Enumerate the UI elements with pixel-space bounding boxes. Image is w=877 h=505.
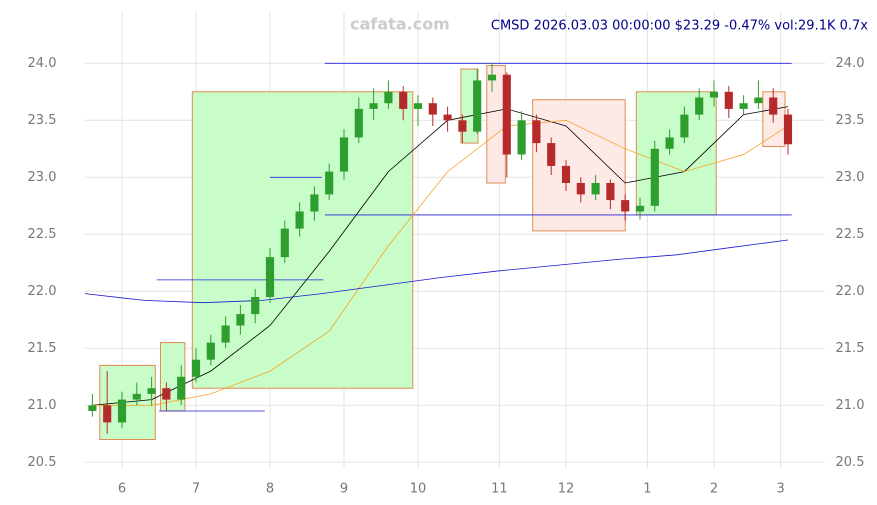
candle-body — [339, 137, 349, 172]
y-tick-label: 23.5 — [28, 113, 57, 128]
candle-body — [221, 325, 230, 343]
x-tick-label: 12 — [558, 482, 575, 497]
candle-body — [650, 148, 659, 206]
y-tick-label-right: 22.5 — [836, 227, 865, 242]
x-tick-label: 11 — [491, 482, 508, 497]
y-tick-label-right: 23.0 — [836, 170, 865, 185]
candle-body — [473, 80, 482, 132]
candle-body — [310, 194, 319, 212]
y-tick-label: 20.5 — [28, 455, 57, 470]
y-tick-label-right: 22.0 — [836, 284, 865, 299]
x-tick-label: 7 — [192, 482, 200, 497]
candle-body — [591, 183, 600, 195]
candle-body — [443, 114, 452, 121]
candle-body — [236, 314, 245, 326]
candle-body — [517, 120, 526, 155]
watermark: cafata.com — [350, 15, 450, 34]
x-tick-label: 10 — [410, 482, 427, 497]
candle-body — [117, 399, 127, 423]
candle-body — [532, 120, 541, 144]
candle-body — [547, 143, 556, 166]
candle-body — [162, 388, 171, 400]
candle-body — [458, 120, 467, 132]
candle-body — [724, 91, 733, 109]
candle-body — [769, 97, 778, 115]
candle-body — [428, 103, 437, 115]
y-tick-label-right: 20.5 — [836, 455, 865, 470]
candle-body — [487, 74, 497, 81]
y-tick-label: 22.5 — [28, 227, 57, 242]
candle-body — [502, 74, 511, 155]
candle-body — [754, 97, 763, 104]
candle-body — [783, 114, 793, 145]
candle-body — [695, 97, 704, 115]
x-tick-label: 8 — [266, 482, 274, 497]
zone — [532, 99, 626, 232]
y-tick-label: 21.5 — [28, 341, 57, 356]
candle-body — [399, 91, 408, 109]
indicator-line — [84, 239, 789, 304]
candle-body — [621, 200, 630, 212]
candle-body — [561, 165, 571, 183]
candle-body — [665, 137, 674, 149]
candle-body — [280, 228, 289, 258]
candle-body — [354, 108, 363, 138]
candle-body — [191, 359, 201, 377]
chart-title: CMSD 2026.03.03 00:00:00 $23.29 -0.47% v… — [491, 19, 868, 34]
y-tick-label: 24.0 — [28, 56, 57, 71]
candle-body — [576, 183, 585, 195]
x-tick-label: 9 — [340, 482, 348, 497]
x-tick-label: 6 — [118, 482, 126, 497]
candle-body — [103, 405, 112, 423]
x-tick-label: 2 — [710, 482, 718, 497]
candle-body — [680, 114, 689, 138]
y-tick-label-right: 23.5 — [836, 113, 865, 128]
candle-body — [739, 103, 748, 109]
y-tick-label: 21.0 — [28, 398, 57, 413]
candle-body — [635, 205, 645, 212]
y-tick-label: 23.0 — [28, 170, 57, 185]
candle-body — [709, 91, 719, 98]
candle-body — [265, 257, 275, 297]
candle-body — [88, 405, 97, 411]
x-tick-label: 3 — [776, 482, 784, 497]
y-tick-label: 22.0 — [28, 284, 57, 299]
candle-body — [206, 342, 215, 360]
candle-body — [177, 376, 186, 400]
candle-body — [369, 103, 378, 109]
candle-body — [384, 91, 393, 104]
zone — [635, 91, 717, 216]
candle-body — [606, 183, 615, 201]
x-tick-label: 1 — [643, 482, 651, 497]
y-tick-label-right: 21.0 — [836, 398, 865, 413]
candle-body — [132, 393, 141, 400]
candle-body — [147, 388, 156, 394]
plot — [84, 12, 825, 468]
zone — [486, 65, 506, 184]
y-tick-label-right: 24.0 — [836, 56, 865, 71]
zone — [99, 364, 156, 440]
candle-body — [295, 211, 304, 229]
candle-body — [325, 171, 334, 195]
candle-body — [251, 297, 260, 315]
indicator-line — [92, 119, 789, 406]
y-tick-label-right: 21.5 — [836, 341, 865, 356]
candle-body — [413, 103, 423, 109]
